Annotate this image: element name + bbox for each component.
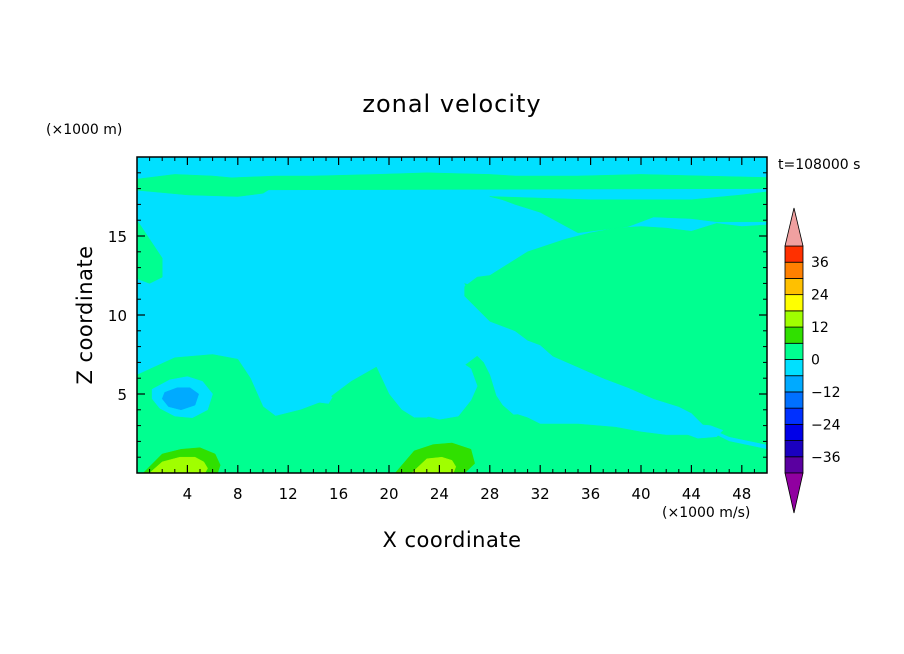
colorbar-swatch	[784, 261, 804, 279]
x-tick-label: 16	[329, 485, 348, 503]
chart-title: zonal velocity	[362, 90, 541, 118]
contour-region-10	[350, 404, 371, 417]
x-tick-label: 44	[682, 485, 701, 503]
contour-region-8	[250, 426, 315, 448]
x-tick-label: 24	[430, 485, 449, 503]
colorbar-swatch	[784, 423, 804, 441]
y-axis: 5 10 15	[108, 172, 767, 458]
x-tick-label: 20	[379, 485, 398, 503]
x-tick-label: 12	[279, 485, 298, 503]
contour-region-11	[501, 414, 541, 431]
contour-region-12	[571, 442, 604, 450]
colorbar-swatch	[784, 245, 804, 263]
contour-region-3	[489, 191, 767, 234]
contour-region-5	[464, 275, 617, 344]
time-label: t=108000 s	[778, 157, 860, 173]
x-axis: 4 8 12 16 20 24 28 32 36 40 44 48	[149, 157, 755, 503]
colorbar-tick-label: 12	[811, 320, 829, 336]
x-tick-label: 8	[233, 485, 243, 503]
y-tick-label: 15	[108, 228, 127, 246]
colorbar-tick-label: −36	[811, 450, 841, 466]
x-tick-label: 32	[531, 485, 550, 503]
contour-region-21	[161, 387, 199, 411]
colorbar-swatch	[784, 456, 804, 474]
colorbar-swatch	[784, 407, 804, 425]
colorbar-tick-label: 0	[811, 353, 820, 369]
colorbar-swatch	[784, 326, 804, 344]
colorbar-tick-label: −12	[811, 385, 841, 401]
contour-region-16	[411, 456, 457, 473]
colorbar-swatch	[784, 342, 804, 360]
contour-regions	[137, 172, 767, 473]
x-tick-label: 36	[581, 485, 600, 503]
colorbar-under-triangle	[784, 472, 804, 514]
x-tick-label: 4	[183, 485, 193, 503]
colorbar-tick-label: 24	[811, 288, 829, 304]
colorbar-swatch	[784, 294, 804, 312]
x-unit-label: (×1000 m/s)	[662, 505, 750, 521]
colorbar: 36 24 12 0 −12 −24 −36	[784, 207, 841, 514]
colorbar-over-triangle	[784, 207, 804, 247]
contour-region-2	[137, 174, 277, 197]
colorbar-swatch	[784, 310, 804, 328]
colorbar-tick-label: −24	[811, 417, 841, 433]
plot-area	[137, 157, 767, 473]
contour-region-1	[137, 172, 767, 191]
contour-region-9	[313, 431, 329, 445]
colorbar-swatch	[784, 440, 804, 458]
x-tick-label: 40	[631, 485, 650, 503]
x-axis-label: X coordinate	[382, 528, 521, 552]
contour-region-19	[678, 423, 724, 439]
x-tick-label: 48	[732, 485, 751, 503]
y-unit-label: (×1000 m)	[46, 122, 122, 138]
colorbar-swatch	[784, 278, 804, 296]
colorbar-swatch	[784, 359, 804, 377]
x-tick-label: 28	[480, 485, 499, 503]
contour-region-20	[311, 392, 333, 404]
y-tick-label: 5	[117, 386, 127, 404]
contour-region-15	[149, 456, 208, 473]
colorbar-tick-label: 36	[811, 255, 829, 271]
colorbar-swatch	[784, 391, 804, 409]
y-tick-label: 10	[108, 307, 127, 325]
colorbar-swatch	[784, 375, 804, 393]
y-axis-label: Z coordinate	[73, 245, 97, 384]
contour-region-18	[401, 352, 478, 420]
